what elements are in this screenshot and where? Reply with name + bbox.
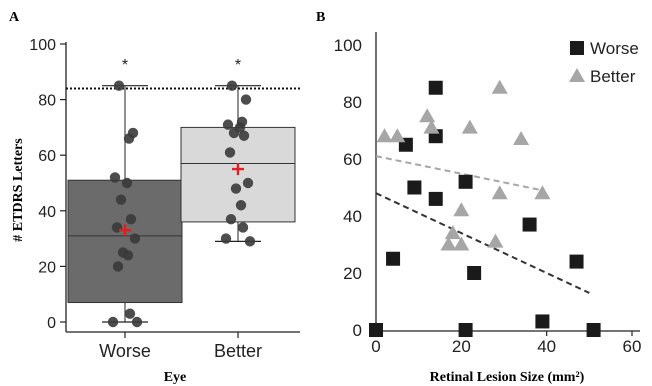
y-tick-label: 100: [29, 37, 56, 54]
x-tick-label: 0: [371, 337, 380, 356]
panel-b-letter: B: [316, 10, 325, 25]
data-point: [230, 183, 242, 194]
point-better: [461, 119, 478, 134]
point-worse: [522, 217, 537, 232]
panel-a-y-label: # ETDRS Letters: [11, 138, 26, 242]
point-worse: [569, 254, 584, 269]
data-point: [125, 213, 137, 225]
y-tick-label: 20: [343, 264, 362, 283]
data-point: [122, 250, 134, 261]
data-point: [113, 80, 125, 91]
data-point: [121, 177, 133, 189]
data-point: [238, 130, 250, 141]
trend-line-better: [375, 155, 543, 192]
significance-star: *: [235, 57, 241, 74]
data-point: [112, 261, 124, 272]
x-tick-label: Worse: [99, 341, 151, 361]
panel-b-x-label: Retinal Lesion Size (mm²): [430, 370, 585, 385]
data-point: [124, 308, 136, 319]
mean-marker: [232, 163, 244, 176]
panel-a-boxes: * *: [67, 57, 296, 328]
point-worse: [428, 191, 443, 206]
point-worse: [369, 323, 383, 337]
point-better: [444, 225, 461, 240]
y-tick-label: 0: [47, 315, 56, 332]
y-tick-label: 80: [38, 93, 56, 110]
point-worse: [458, 323, 473, 337]
y-tick-label: 40: [343, 207, 362, 226]
point-better: [376, 128, 393, 143]
x-tick-label: 40: [537, 337, 556, 356]
point-better: [491, 79, 508, 94]
data-point: [237, 222, 249, 233]
point-worse: [586, 323, 601, 337]
significance-star: *: [122, 57, 128, 74]
data-point: [131, 316, 143, 328]
y-tick-label: 60: [343, 150, 362, 169]
data-point: [226, 80, 238, 91]
data-point: [123, 133, 135, 144]
point-better: [440, 236, 457, 251]
point-better: [389, 128, 406, 143]
y-tick-label: 0: [353, 321, 362, 340]
panel-b-legend: Worse Better: [569, 39, 639, 86]
x-tick-label: Better: [214, 341, 262, 361]
legend-marker-worse: [570, 41, 584, 55]
point-worse: [467, 266, 482, 280]
panel-a-letter: A: [9, 10, 20, 25]
legend-label-better: Better: [590, 67, 636, 86]
point-worse: [407, 180, 422, 195]
data-point: [115, 194, 127, 205]
legend-marker-better: [569, 68, 585, 82]
panel-b-points: [369, 79, 601, 337]
panel-a-x-label: Eye: [164, 370, 187, 385]
point-better: [491, 185, 508, 200]
data-point: [109, 172, 121, 183]
point-worse: [386, 251, 401, 266]
data-point: [228, 127, 240, 139]
panel-b-ticks: 0 20 40 60 80 100 0 20 40 60: [334, 36, 642, 356]
data-point: [225, 213, 237, 225]
y-tick-label: 60: [38, 148, 56, 165]
trend-line-worse: [375, 192, 590, 294]
point-better: [534, 185, 551, 200]
data-point: [107, 316, 119, 328]
mean-marker: [119, 224, 131, 237]
data-point: [224, 147, 236, 158]
x-tick-label: 60: [623, 337, 642, 356]
panel-b-trend-lines: [375, 155, 590, 294]
point-better: [487, 233, 504, 248]
point-better: [423, 119, 440, 134]
y-tick-label: 80: [343, 93, 362, 112]
point-worse: [458, 174, 473, 189]
data-point: [244, 236, 256, 247]
point-better: [513, 131, 530, 146]
data-point: [242, 177, 254, 189]
y-tick-label: 20: [38, 259, 56, 276]
data-point: [235, 200, 247, 211]
point-worse: [428, 80, 443, 95]
y-tick-label: 100: [334, 36, 362, 55]
data-point: [220, 233, 232, 244]
point-better: [453, 236, 470, 251]
x-tick-label: 20: [452, 337, 471, 356]
data-point: [222, 119, 234, 130]
legend-label-worse: Worse: [590, 39, 639, 58]
data-point: [240, 94, 252, 105]
point-worse: [535, 314, 550, 329]
panel-a-y-ticks: 0 20 40 60 80 100 Worse Better: [29, 37, 300, 361]
point-better: [419, 108, 436, 123]
data-point: [129, 233, 141, 244]
y-tick-label: 40: [38, 204, 56, 221]
panel-b-x-label-text: Retinal Lesion Size (mm²): [430, 370, 585, 385]
point-better: [453, 202, 470, 217]
